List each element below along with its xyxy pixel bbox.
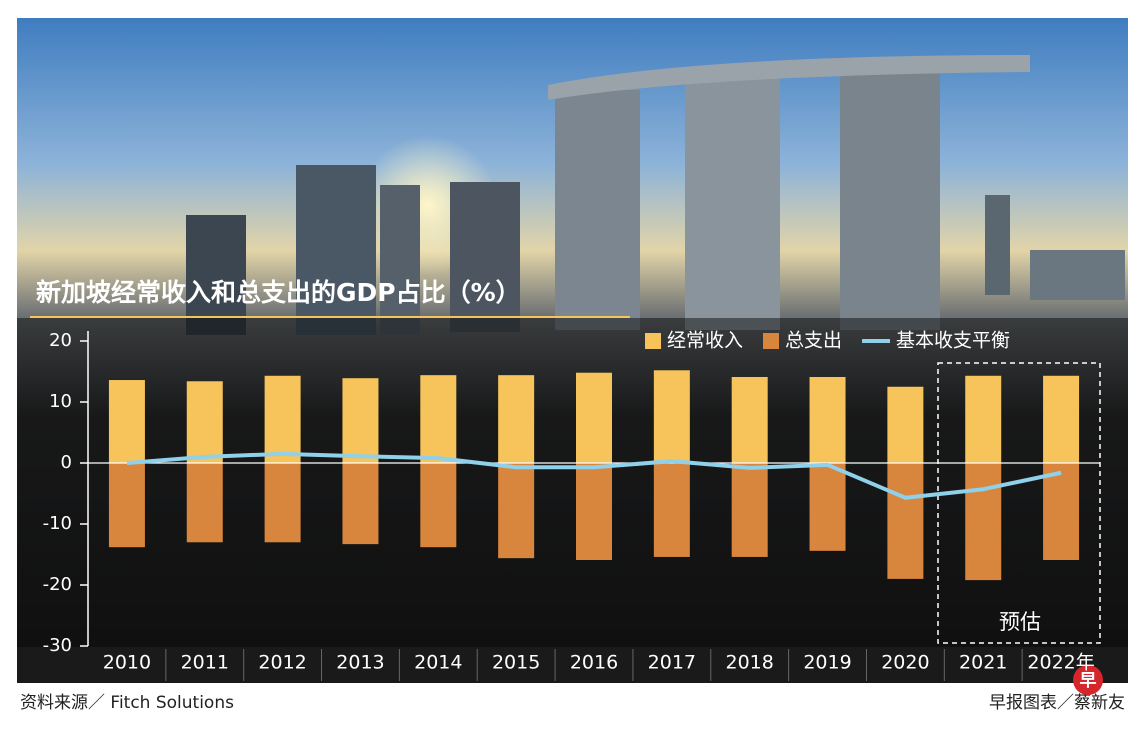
bar	[653, 370, 690, 463]
bar	[576, 463, 612, 560]
y-tick-label: 20	[49, 330, 72, 351]
bar	[965, 463, 1002, 581]
x-tick-label: 2012	[258, 652, 306, 674]
bar	[186, 463, 223, 543]
bar	[1043, 463, 1080, 560]
x-tick-label: 2020	[881, 652, 929, 674]
bar	[186, 381, 223, 463]
x-tick-label: 2021	[959, 652, 1007, 674]
x-tick-label: 2014	[414, 652, 462, 674]
legend-label: 基本收支平衡	[896, 330, 1010, 352]
chart-title: 新加坡经常收入和总支出的GDP占比（%）	[36, 278, 521, 307]
bar	[342, 378, 379, 463]
logo-badge	[1073, 665, 1103, 695]
y-tick-label: 10	[49, 391, 72, 412]
bar	[653, 463, 690, 557]
annotation: 预估	[999, 610, 1041, 634]
forecast-box	[937, 362, 1101, 644]
y-tick-label: -30	[43, 635, 72, 656]
category-strip	[17, 647, 1128, 683]
legend-label: 经常收入	[667, 330, 743, 352]
logo: 早	[1080, 671, 1097, 691]
bar	[498, 463, 535, 559]
bar	[108, 380, 145, 463]
bar	[731, 463, 768, 557]
x-tick-label: 2017	[648, 652, 696, 674]
legend-label: 总支出	[785, 330, 842, 352]
x-tick-label: 2018	[726, 652, 774, 674]
x-tick-label: 2016	[570, 652, 618, 674]
legend-swatch	[645, 333, 661, 349]
bar	[887, 463, 924, 579]
bar	[498, 375, 535, 463]
x-tick-label: 2019	[803, 652, 851, 674]
x-tick-label: 2022年	[1027, 652, 1094, 674]
bar	[965, 375, 1002, 463]
source: 资料来源／ Fitch Solutions	[20, 693, 234, 713]
bar	[264, 463, 301, 543]
credit: 早报图表／蔡新友	[989, 693, 1125, 713]
legend-swatch	[763, 333, 780, 349]
x-tick-label: 2013	[336, 652, 384, 674]
y-tick-label: -20	[43, 574, 72, 595]
x-tick-label: 2015	[492, 652, 540, 674]
bar	[108, 463, 145, 548]
bar	[809, 376, 846, 463]
y-tick-label: -10	[43, 513, 72, 534]
balance-line	[126, 451, 1062, 500]
bar	[809, 463, 846, 551]
bar	[342, 463, 379, 545]
y-tick-label: 0	[61, 452, 72, 473]
bar	[576, 372, 612, 463]
bar	[420, 375, 457, 463]
x-tick-label: 2011	[181, 652, 229, 674]
bar	[1043, 375, 1080, 463]
bar	[731, 376, 768, 463]
bar	[264, 375, 301, 463]
bar	[420, 463, 457, 548]
background-photo	[17, 18, 1128, 683]
x-tick-label: 2010	[103, 652, 151, 674]
bar	[887, 386, 924, 463]
